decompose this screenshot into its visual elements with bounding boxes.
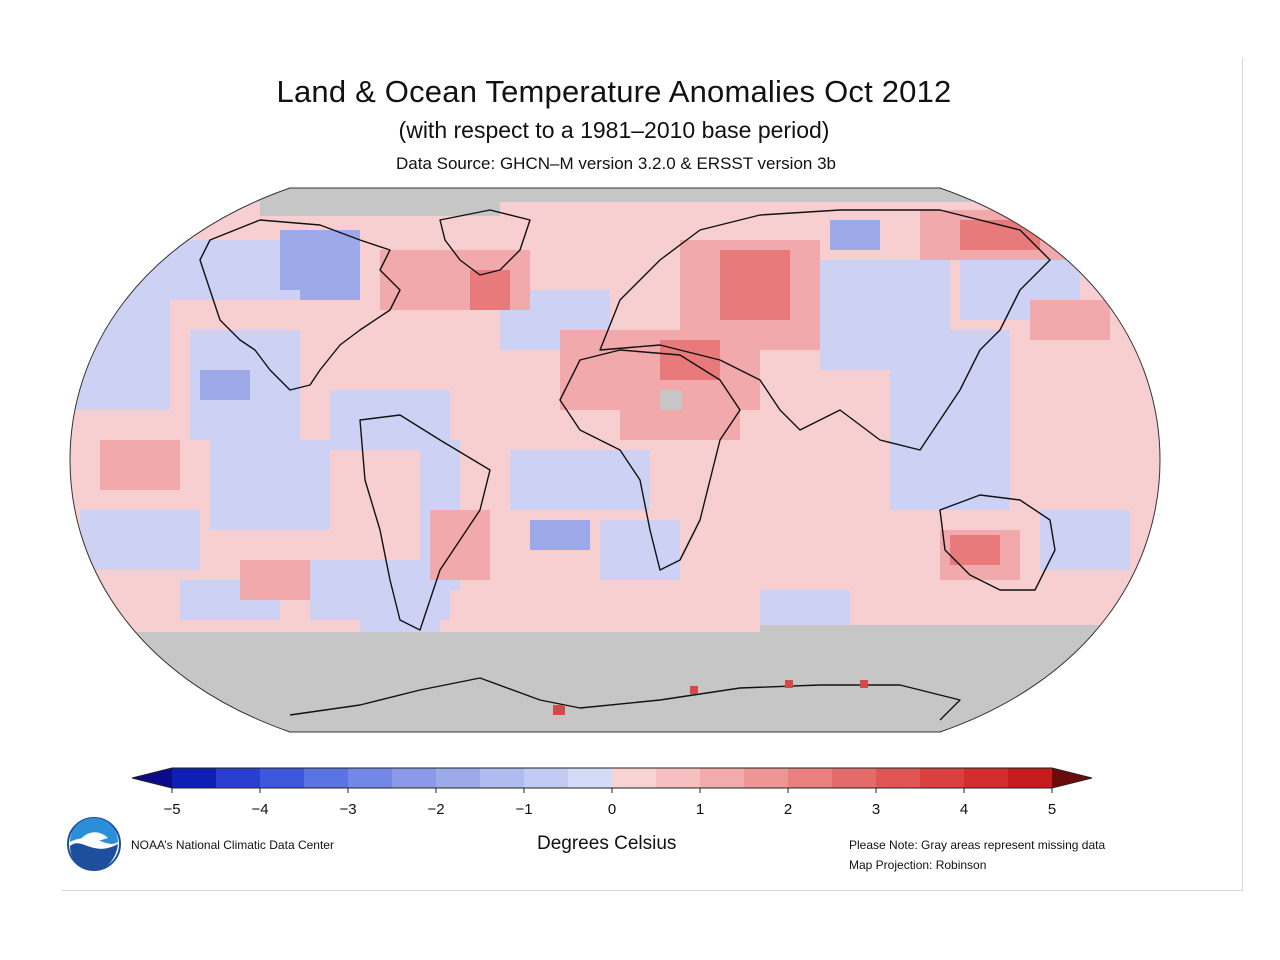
globe-outline	[69, 187, 1161, 733]
colorbar-swatch	[480, 768, 525, 788]
noaa-logo-icon	[67, 817, 121, 871]
africa-coast	[559, 349, 741, 571]
antarctica-coast	[289, 677, 961, 721]
colorbar-swatch	[964, 768, 1009, 788]
colorbar-tick-label: −2	[427, 801, 445, 818]
missing-data-bands	[120, 625, 1160, 660]
colorbar-tick-label: 2	[783, 801, 793, 818]
antarctic-warm-cells	[553, 680, 868, 715]
colorbar-swatch	[436, 768, 481, 788]
greenland-coast	[439, 209, 531, 276]
colorbar-tick-label: 1	[695, 801, 705, 818]
colorbar-over-arrow	[1052, 768, 1092, 788]
colorbar-tick-label: −1	[515, 801, 533, 818]
colorbar-swatch	[920, 768, 965, 788]
colorbar-under-arrow	[132, 768, 172, 788]
south-america-coast	[359, 414, 491, 631]
colorbar-swatch	[876, 768, 921, 788]
colorbar-tick-label: 0	[607, 801, 617, 818]
colorbar-tick-label: 4	[959, 801, 969, 818]
colorbar-swatch	[568, 768, 613, 788]
map-title: Land & Ocean Temperature Anomalies Oct 2…	[276, 74, 952, 109]
colorbar-units: Degrees Celsius	[537, 833, 677, 854]
eurasia-coast	[599, 209, 1051, 451]
colorbar-tick-label: −4	[251, 801, 269, 818]
colorbar-tick-label: −3	[339, 801, 357, 818]
color-scale-bar	[131, 767, 1093, 793]
figure-frame	[62, 58, 1243, 891]
colorbar-swatch	[304, 768, 349, 788]
colorbar-swatch	[216, 768, 261, 788]
australia-coast	[939, 494, 1056, 591]
colorbar-swatch	[392, 768, 437, 788]
colorbar-swatch	[260, 768, 305, 788]
colorbar-swatch	[612, 768, 657, 788]
organization-label: NOAA’s National Climatic Data Center	[131, 838, 334, 852]
missing-data-note: Please Note: Gray areas represent missin…	[849, 838, 1106, 852]
north-america-coast	[199, 219, 401, 391]
colorbar-swatch	[172, 768, 217, 788]
colorbar-swatch	[832, 768, 877, 788]
colorbar-tick-label: 5	[1047, 801, 1057, 818]
coastlines	[199, 209, 1056, 721]
colorbar-swatch	[348, 768, 393, 788]
world-anomaly-map	[69, 187, 1161, 733]
colorbar-tick-label: 3	[871, 801, 881, 818]
colorbar-swatch	[524, 768, 569, 788]
colorbar-swatch	[788, 768, 833, 788]
colorbar-tick-label: −5	[163, 801, 181, 818]
strong-cool-regions	[200, 220, 880, 550]
colorbar-swatch	[656, 768, 701, 788]
map-subtitle: (with respect to a 1981–2010 base period…	[398, 117, 830, 143]
colorbar-swatch	[1008, 768, 1053, 788]
colorbar-swatch	[700, 768, 745, 788]
projection-note: Map Projection: Robinson	[849, 858, 987, 872]
data-source: Data Source: GHCN–M version 3.2.0 & ERSS…	[396, 154, 836, 173]
colorbar-swatch	[744, 768, 789, 788]
